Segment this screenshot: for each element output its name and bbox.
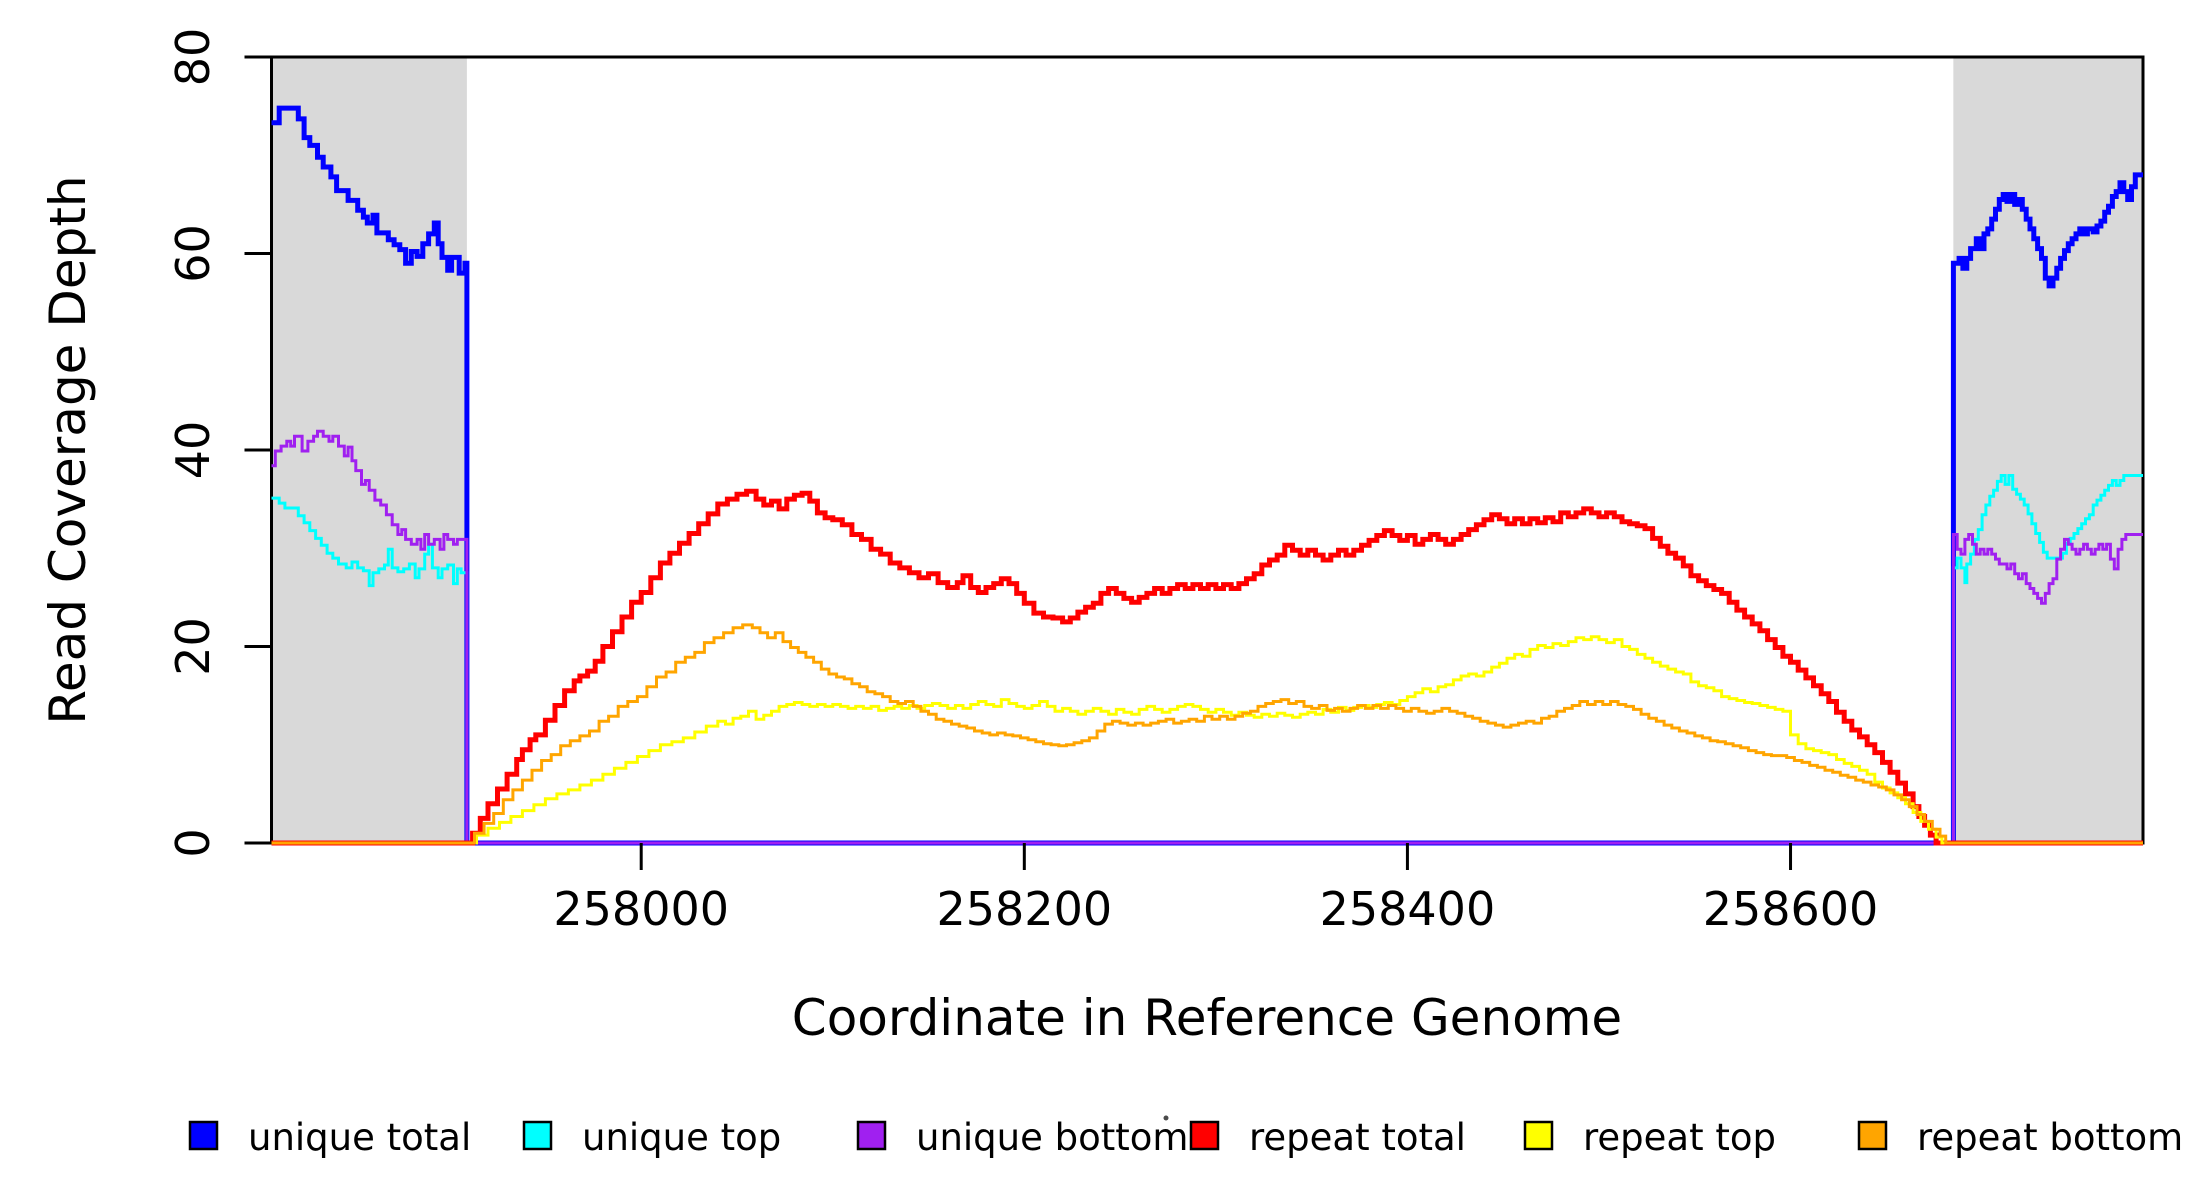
y-tick-label: 80 xyxy=(166,28,220,87)
legend-swatch-repeat-top xyxy=(1523,1120,1554,1151)
x-axis-title: Coordinate in Reference Genome xyxy=(792,989,1622,1047)
y-tick-label: 20 xyxy=(166,617,220,676)
legend-item-repeat-top: repeat top xyxy=(1523,1116,1776,1159)
legend-swatch-repeat-total xyxy=(1189,1120,1220,1151)
stray-dot-artifact xyxy=(1163,1115,1169,1121)
legend-swatch-unique-total xyxy=(188,1120,219,1151)
legend-swatch-repeat-bottom xyxy=(1857,1120,1888,1151)
legend-item-unique-top: unique top xyxy=(522,1116,781,1159)
y-tick-label: 60 xyxy=(166,224,220,283)
x-tick-label: 258200 xyxy=(937,882,1113,936)
legend-label: unique top xyxy=(582,1116,781,1159)
series-line-repeat-bottom xyxy=(271,623,2143,845)
legend-item-unique-total: unique total xyxy=(188,1116,471,1159)
series-line-unique-total xyxy=(271,105,2143,846)
legend-item-unique-bottom: unique bottom xyxy=(856,1116,1188,1159)
legend-swatch-unique-top xyxy=(522,1120,553,1151)
legend-item-repeat-total: repeat total xyxy=(1189,1116,1466,1159)
x-tick-label: 258400 xyxy=(1320,882,1496,936)
x-tick-label: 258000 xyxy=(553,882,729,936)
legend-label: unique total xyxy=(248,1116,471,1159)
legend-item-repeat-bottom: repeat bottom xyxy=(1857,1116,2183,1159)
plot-box-layer xyxy=(270,55,2145,845)
series-layer xyxy=(271,105,2143,846)
legend: unique total unique top unique bottom repea… xyxy=(188,1116,2183,1159)
y-axis-title: Read Coverage Depth xyxy=(39,175,97,724)
series-line-unique-bottom xyxy=(271,429,2143,845)
y-tick-label: 40 xyxy=(166,421,220,480)
axes-layer: 258000 258200 258400 258600 0 20 40 60 80 xyxy=(166,28,1878,936)
legend-label: unique bottom xyxy=(916,1116,1188,1159)
series-line-unique-top xyxy=(271,474,2143,845)
legend-label: repeat bottom xyxy=(1917,1116,2183,1159)
y-tick-label: 0 xyxy=(166,828,220,857)
shaded-region-1 xyxy=(1953,57,2143,843)
series-line-repeat-total xyxy=(271,488,2143,846)
series-line-repeat-top xyxy=(271,635,2143,845)
legend-swatch-unique-bottom xyxy=(856,1120,887,1151)
legend-label: repeat top xyxy=(1583,1116,1776,1159)
x-tick-label: 258600 xyxy=(1703,882,1879,936)
plot-box xyxy=(270,55,2145,845)
legend-label: repeat total xyxy=(1249,1116,1466,1159)
shaded-regions-layer xyxy=(271,57,2143,843)
